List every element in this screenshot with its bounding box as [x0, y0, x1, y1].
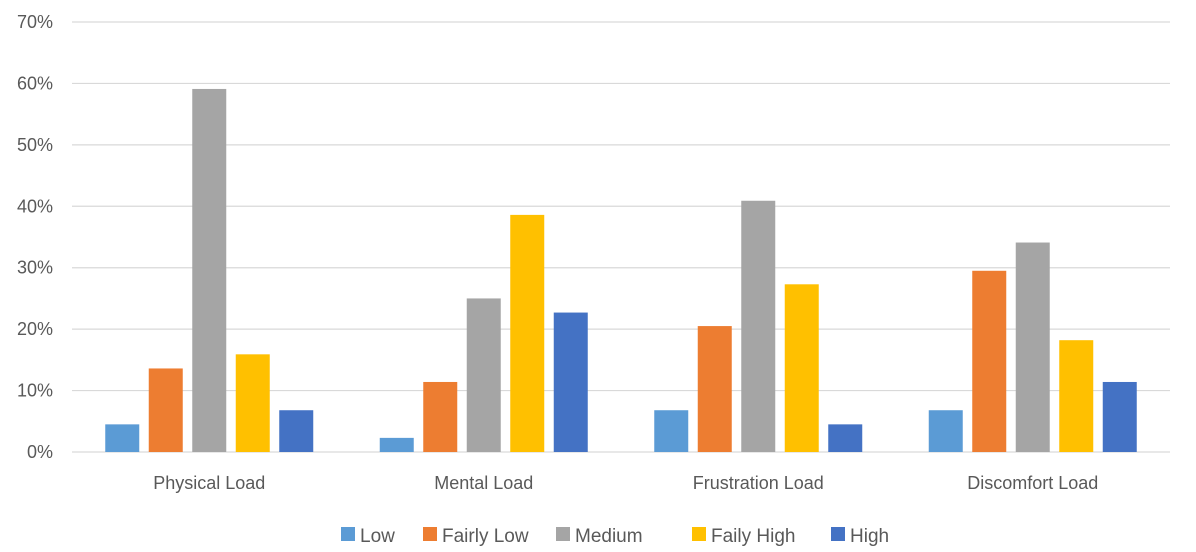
- bar-fairly-low-physical-load: [148, 368, 183, 452]
- bar-low-physical-load: [105, 424, 140, 452]
- bar-fairly-low-mental-load: [423, 381, 458, 452]
- bar-low-mental-load: [379, 437, 414, 452]
- legend-label: Faily High: [711, 526, 795, 547]
- y-axis-ticks: 0% 10% 20% 30% 40% 50% 60% 70%: [17, 12, 53, 462]
- bar-medium-frustration-load: [741, 200, 776, 452]
- legend-swatch: [423, 527, 437, 541]
- bar-low-frustration-load: [654, 410, 689, 452]
- legend-swatch: [692, 527, 706, 541]
- legend-label: Fairly Low: [442, 526, 529, 547]
- y-tick-label: 0%: [27, 442, 53, 462]
- y-tick-label: 30%: [17, 258, 53, 278]
- bar-high-frustration-load: [828, 424, 863, 452]
- bar-high-mental-load: [553, 312, 588, 452]
- legend-label: Medium: [575, 526, 643, 547]
- x-axis-ticks: Physical Load Mental Load Frustration Load…: [153, 473, 1098, 493]
- bars: [105, 88, 1137, 452]
- bar-high-discomfort-load: [1102, 381, 1137, 452]
- legend-swatch: [341, 527, 355, 541]
- bar-high-physical-load: [279, 410, 314, 452]
- y-tick-label: 50%: [17, 135, 53, 155]
- bar-medium-physical-load: [192, 88, 227, 452]
- bar-medium-discomfort-load: [1015, 242, 1050, 452]
- bar-low-discomfort-load: [928, 410, 963, 452]
- x-tick-label: Frustration Load: [693, 473, 824, 493]
- bar-faily-high-mental-load: [510, 214, 545, 452]
- bar-fairly-low-discomfort-load: [972, 270, 1007, 452]
- y-tick-label: 40%: [17, 196, 53, 216]
- bar-fairly-low-frustration-load: [697, 326, 732, 452]
- bar-faily-high-frustration-load: [784, 284, 819, 452]
- bar-medium-mental-load: [466, 298, 501, 452]
- legend: Low Fairly Low Medium Faily High High: [341, 526, 889, 547]
- legend-label: High: [850, 526, 889, 547]
- y-tick-label: 60%: [17, 73, 53, 93]
- bar-faily-high-physical-load: [235, 354, 270, 452]
- x-tick-label: Physical Load: [153, 473, 265, 493]
- x-tick-label: Discomfort Load: [967, 473, 1098, 493]
- y-tick-label: 20%: [17, 319, 53, 339]
- y-tick-label: 10%: [17, 381, 53, 401]
- legend-swatch: [556, 527, 570, 541]
- bar-faily-high-discomfort-load: [1059, 340, 1094, 452]
- y-tick-label: 70%: [17, 12, 53, 32]
- legend-swatch: [831, 527, 845, 541]
- x-tick-label: Mental Load: [434, 473, 533, 493]
- legend-label: Low: [360, 526, 395, 547]
